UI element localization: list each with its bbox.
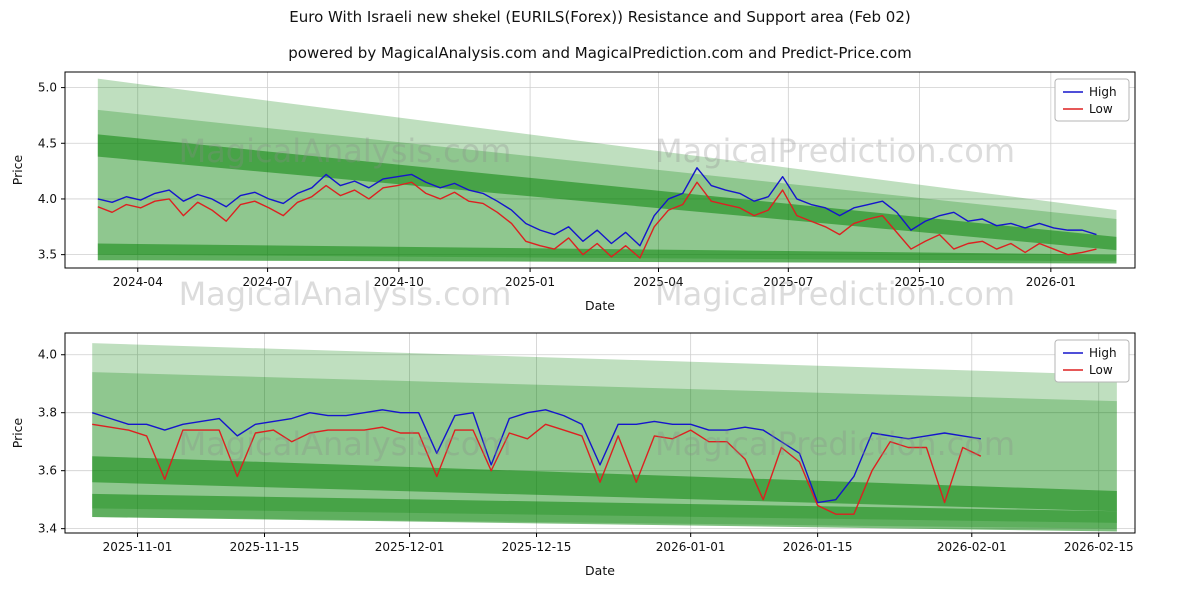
- y-axis-label: Price: [10, 417, 25, 448]
- x-tick-label: 2026-01: [1026, 275, 1076, 289]
- legend-label: High: [1089, 346, 1117, 360]
- watermark-text: MagicalAnalysis.com: [179, 132, 512, 170]
- watermark-text: MagicalPrediction.com: [655, 275, 1015, 313]
- y-tick-label: 4.5: [38, 136, 57, 150]
- x-tick-label: 2025-01: [505, 275, 555, 289]
- x-tick-label: 2024-10: [374, 275, 424, 289]
- x-tick-label: 2024-07: [243, 275, 293, 289]
- x-tick-label: 2026-01-01: [656, 540, 726, 554]
- y-tick-label: 4.0: [38, 192, 57, 206]
- subplot-bottom: 2025-11-01 2025-11-15 2025-12-01 2025-12-15…: [10, 332, 1136, 578]
- axes-spines: [64, 332, 1136, 534]
- high-line: [97, 167, 1097, 247]
- x-tick-label: 2025-04: [633, 275, 683, 289]
- chart-subtitle: powered by MagicalAnalysis.com and Magic…: [288, 44, 912, 62]
- legend-label: Low: [1089, 102, 1113, 116]
- x-tick-label: 2025-11-01: [103, 540, 173, 554]
- legend: High Low: [1054, 339, 1130, 383]
- watermarks: MagicalAnalysis.com MagicalPrediction.com…: [179, 132, 1015, 463]
- y-tick-label: 3.6: [38, 464, 57, 478]
- tick-labels: 2024-04 2024-07 2024-10 2025-01 2025-04 2025-…: [38, 81, 1076, 289]
- y-tick-label: 4.0: [38, 348, 57, 362]
- subplot-top: 2024-04 2024-07 2024-10 2025-01 2025-04 2025-…: [10, 71, 1136, 313]
- high-line: [91, 409, 981, 504]
- low-line: [92, 423, 982, 515]
- watermark-text: MagicalPrediction.com: [655, 132, 1015, 170]
- x-tick-label: 2025-07: [763, 275, 813, 289]
- x-tick-label: 2026-02-01: [937, 540, 1007, 554]
- legend-box: [1054, 78, 1130, 122]
- support-resistance-bands: [97, 78, 1117, 264]
- y-tick-label: 3.5: [38, 248, 57, 262]
- y-tick-label: 3.4: [38, 522, 57, 536]
- x-axis-label: Date: [585, 563, 615, 578]
- legend: High Low: [1054, 78, 1130, 122]
- x-tick-label: 2024-04: [113, 275, 163, 289]
- watermark-text: MagicalAnalysis.com: [179, 275, 512, 313]
- band: [92, 493, 1117, 532]
- x-tick-label: 2025-12-01: [375, 540, 445, 554]
- x-axis-label: Date: [585, 298, 615, 313]
- legend-label: Low: [1089, 363, 1113, 377]
- watermark-text: MagicalPrediction.com: [655, 425, 1015, 463]
- x-tick-label: 2025-10: [895, 275, 945, 289]
- x-tick-label: 2025-11-15: [230, 540, 300, 554]
- legend-box: [1054, 339, 1130, 383]
- low-line: [97, 181, 1097, 259]
- x-tick-label: 2026-01-15: [783, 540, 853, 554]
- y-tick-label: 5.0: [38, 81, 57, 95]
- x-tick-label: 2025-12-15: [502, 540, 572, 554]
- y-axis-label: Price: [10, 154, 25, 185]
- legend-label: High: [1089, 85, 1117, 99]
- watermark-text: MagicalAnalysis.com: [179, 425, 512, 463]
- tick-labels: 2025-11-01 2025-11-15 2025-12-01 2025-12-15…: [38, 348, 1134, 554]
- y-tick-label: 3.8: [38, 406, 57, 420]
- axes-spines: [64, 71, 1136, 269]
- chart-title: Euro With Israeli new shekel (EURILS(For…: [289, 8, 911, 26]
- x-tick-label: 2026-02-15: [1064, 540, 1134, 554]
